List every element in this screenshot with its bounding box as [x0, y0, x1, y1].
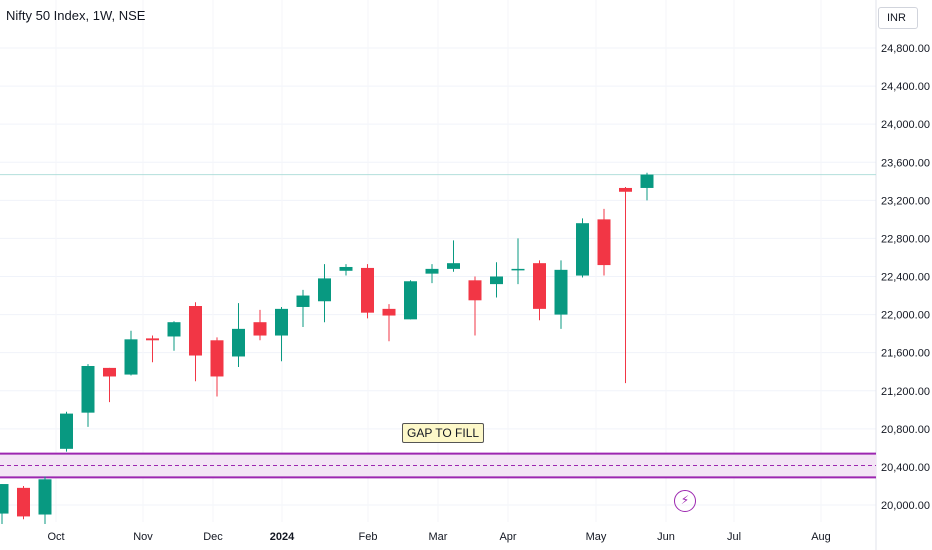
candle-body — [81, 365, 95, 413]
candle-body — [554, 269, 568, 315]
candle-body — [146, 338, 159, 341]
candle-body — [318, 278, 331, 302]
x-tick-label: 2024 — [270, 531, 295, 543]
candle-body — [253, 322, 267, 336]
candle-body — [490, 276, 503, 285]
y-tick-label: 20,400.00 — [881, 462, 930, 474]
gap-to-fill-label[interactable]: GAP TO FILL — [402, 423, 485, 443]
candle-body — [0, 484, 9, 514]
x-tick-label: Apr — [499, 531, 516, 543]
candle-body — [17, 487, 30, 517]
candle-body — [167, 322, 181, 337]
candle-body — [447, 263, 460, 269]
x-tick-label: Jun — [657, 531, 675, 543]
candle-body — [511, 268, 525, 271]
y-tick-label: 21,200.00 — [881, 386, 930, 398]
candle-body — [576, 223, 589, 276]
candle-body — [189, 306, 202, 356]
y-tick-label: 21,600.00 — [881, 348, 930, 360]
candle-body — [210, 340, 224, 377]
y-tick-label: 20,000.00 — [881, 500, 930, 512]
candle-body — [640, 174, 654, 188]
x-tick-label: Feb — [359, 531, 378, 543]
x-tick-label: Jul — [727, 531, 741, 543]
candle-body — [103, 367, 116, 377]
y-tick-label: 20,800.00 — [881, 424, 930, 436]
candle-body — [296, 295, 310, 307]
chart-title: Nifty 50 Index, 1W, NSE — [6, 8, 146, 23]
candle-body — [124, 339, 138, 375]
candle-body — [60, 413, 73, 449]
candle-body — [619, 187, 632, 192]
candle-body — [382, 308, 396, 316]
x-tick-label: Oct — [47, 531, 64, 543]
candle-body — [404, 281, 417, 320]
x-tick-label: Mar — [429, 531, 448, 543]
x-tick-label: May — [586, 531, 607, 543]
x-tick-label: Aug — [811, 531, 831, 543]
y-tick-label: 24,800.00 — [881, 43, 930, 55]
candle-body — [533, 263, 546, 309]
y-tick-label: 22,800.00 — [881, 233, 930, 245]
currency-selector[interactable]: INR — [878, 7, 918, 29]
candle-body — [339, 266, 353, 271]
y-tick-label: 22,000.00 — [881, 310, 930, 322]
y-tick-label: 22,400.00 — [881, 272, 930, 284]
candle-body — [425, 268, 439, 274]
candle-body — [597, 219, 611, 266]
x-tick-label: Dec — [203, 531, 223, 543]
y-tick-label: 23,600.00 — [881, 157, 930, 169]
lightning-bolt-icon[interactable]: ⚡ — [674, 490, 696, 512]
y-tick-label: 24,400.00 — [881, 81, 930, 93]
candle-body — [275, 308, 288, 336]
y-tick-label: 24,000.00 — [881, 119, 930, 131]
gap-zone — [0, 453, 876, 478]
candle-body — [232, 328, 245, 357]
y-tick-label: 23,200.00 — [881, 195, 930, 207]
candle-body — [361, 267, 374, 313]
x-tick-label: Nov — [133, 531, 153, 543]
candle-body — [38, 479, 52, 515]
candle-body — [468, 280, 482, 301]
